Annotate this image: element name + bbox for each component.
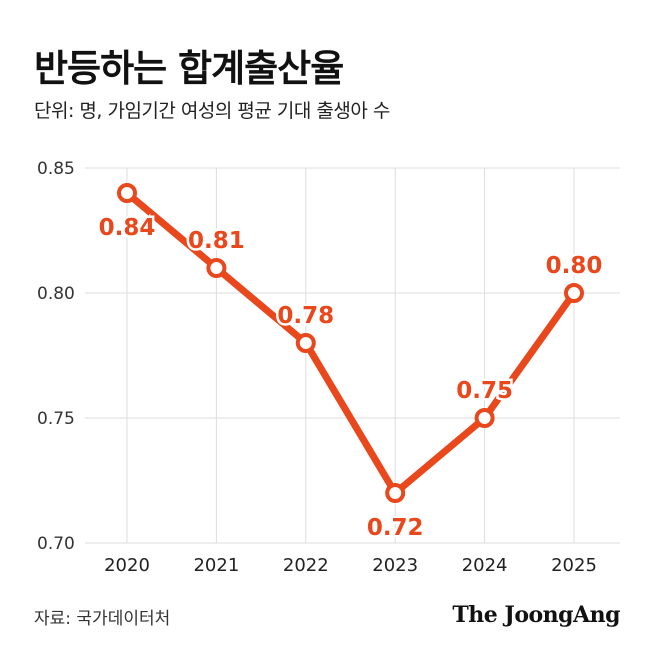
brand-logo: The JoongAng [452,602,620,628]
data-label: 0.75 [456,378,513,404]
x-tick-label: 2020 [104,555,150,576]
data-point [385,483,406,503]
data-label: 0.78 [277,303,334,329]
chart-title: 반등하는 합계출산율 [34,47,344,90]
y-tick-label: 0.75 [37,409,75,429]
data-points [117,183,584,503]
source-note: 자료: 국가데이터처 [34,609,171,629]
x-tick-label: 2025 [551,555,597,576]
y-tick-label: 0.80 [37,284,75,304]
x-gridlines [126,168,575,543]
x-tick-labels: 2020 2021 2022 2023 2024 2025 [104,555,597,576]
data-label: 0.81 [188,228,245,254]
x-tick-label: 2021 [193,555,239,576]
data-point [295,333,316,353]
x-tick-label: 2023 [372,555,418,576]
data-labels: 0.84 0.81 0.78 0.72 0.75 0.80 [96,213,605,544]
series-line [123,189,578,497]
chart-subtitle: 단위: 명, 가임기간 여성의 평균 기대 출생아 수 [34,100,390,122]
series-line-path [123,189,578,497]
data-label: 0.84 [99,215,156,241]
y-tick-labels: 0.70 0.75 0.80 0.85 [37,159,75,554]
x-tick-label: 2022 [283,555,329,576]
data-point [117,183,137,203]
x-tick-label: 2024 [462,555,508,576]
data-point [564,283,584,303]
y-tick-label: 0.70 [37,534,75,554]
y-tick-label: 0.85 [37,159,75,179]
data-label: 0.72 [367,515,424,541]
data-point [206,258,227,278]
data-label: 0.80 [546,253,603,279]
data-point [474,408,495,428]
